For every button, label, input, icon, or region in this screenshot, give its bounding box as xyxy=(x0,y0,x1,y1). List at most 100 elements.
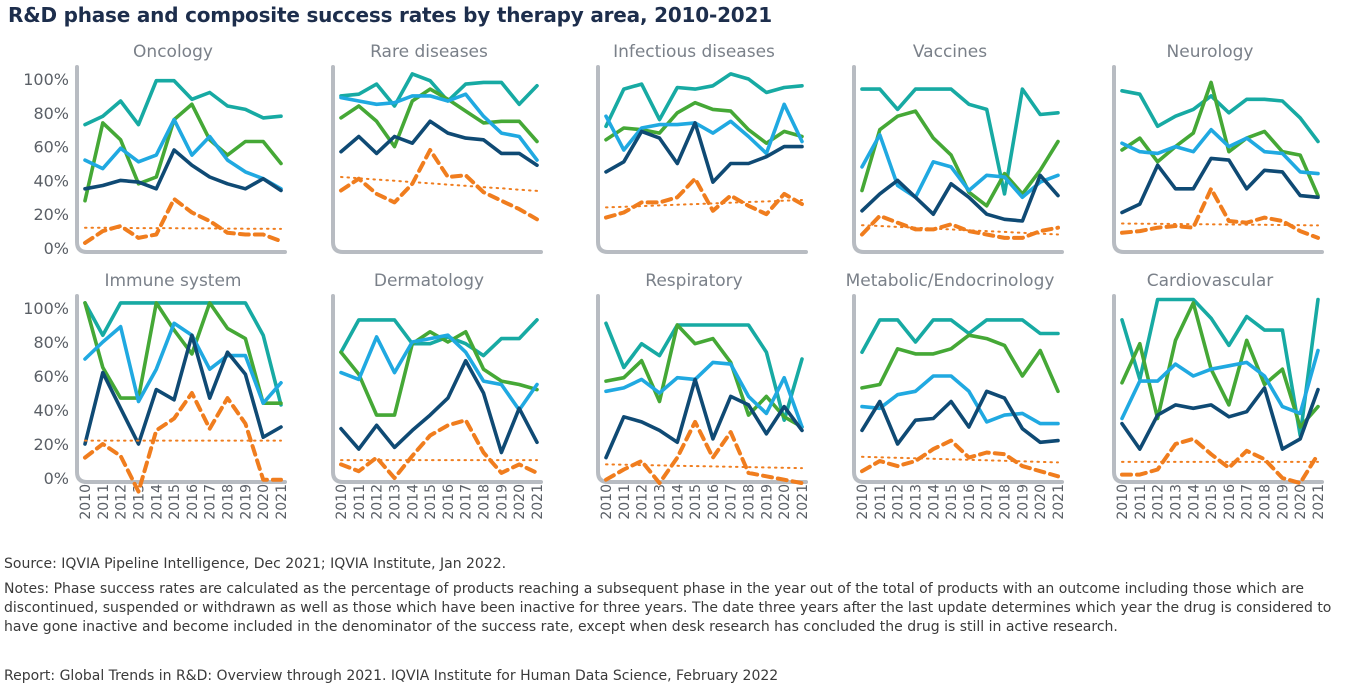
series-line-composite xyxy=(339,418,539,480)
series-line-phase_c xyxy=(83,117,283,191)
series-line-composite xyxy=(83,391,283,494)
series-line-phase_a xyxy=(1120,89,1320,144)
x-tick-label: 2013 xyxy=(131,484,147,520)
series-line-phase_b xyxy=(860,109,1060,208)
series-line-phase_a xyxy=(339,318,539,358)
x-tick-label: 2014 xyxy=(670,484,686,520)
x-tick-label: 2013 xyxy=(1168,484,1184,520)
series-line-phase_d xyxy=(1120,156,1320,215)
series-line-composite xyxy=(83,197,283,245)
x-tick-label: 2014 xyxy=(149,484,165,520)
x-tick-label: 2019 xyxy=(238,484,254,520)
x-tick-label: 2019 xyxy=(1275,484,1291,520)
series-line-trend xyxy=(605,463,803,470)
x-tick-label: 2017 xyxy=(980,484,996,520)
series-line-phase_a xyxy=(604,321,804,423)
chart-title: R&D phase and composite success rates by… xyxy=(8,3,772,27)
panel-title: Cardiovascular xyxy=(1147,271,1273,291)
series-line-composite xyxy=(604,419,804,486)
series-line-phase_d xyxy=(339,119,539,167)
series-line-phase_d xyxy=(860,173,1060,223)
panel-title: Infectious diseases xyxy=(613,42,775,62)
x-tick-label: 2011 xyxy=(873,484,889,520)
panel-title: Oncology xyxy=(133,42,213,62)
y-tick-label: 0% xyxy=(44,239,69,258)
series-line-phase_c xyxy=(604,102,804,156)
series-line-phase_a xyxy=(83,301,283,407)
series-line-trend xyxy=(861,224,1059,236)
series-line-trend xyxy=(84,226,282,230)
series-line-phase_d xyxy=(83,333,283,446)
panel-title: Respiratory xyxy=(645,271,742,291)
x-tick-label: 2017 xyxy=(203,484,219,520)
panel-title: Metabolic/Endocrinology xyxy=(846,271,1055,291)
x-tick-label: 2012 xyxy=(370,484,386,520)
x-tick-label: 2017 xyxy=(459,484,475,520)
series-line-phase_c xyxy=(860,374,1060,426)
series-line-phase_c xyxy=(339,92,539,162)
x-tick-label: 2015 xyxy=(167,484,183,520)
axis-line xyxy=(596,65,808,254)
series-line-phase_a xyxy=(860,318,1060,355)
x-tick-label: 2018 xyxy=(1258,484,1274,520)
series-line-composite xyxy=(860,213,1060,240)
panel-title: Vaccines xyxy=(913,42,987,62)
x-tick-label: 2021 xyxy=(1051,484,1067,520)
series-line-phase_b xyxy=(1120,80,1320,198)
series-line-phase_b xyxy=(860,333,1060,394)
series-line-phase_b xyxy=(339,87,539,149)
series-line-composite xyxy=(860,438,1060,479)
series-line-phase_d xyxy=(860,389,1060,446)
panel-title: Rare diseases xyxy=(370,42,488,62)
x-tick-label: 2016 xyxy=(185,484,201,520)
x-tick-label: 2013 xyxy=(387,484,403,520)
y-tick-label: 40% xyxy=(33,401,69,420)
y-tick-label: 80% xyxy=(33,104,69,123)
x-tick-label: 2021 xyxy=(274,484,290,520)
x-tick-label: 2021 xyxy=(530,484,546,520)
x-tick-label: 2010 xyxy=(78,484,94,520)
axis-line xyxy=(1112,294,1324,484)
series-line-phase_d xyxy=(604,377,804,460)
axis-line xyxy=(852,294,1064,484)
series-line-phase_c xyxy=(604,360,804,429)
x-tick-label: 2016 xyxy=(962,484,978,520)
series-line-phase_c xyxy=(1120,127,1320,176)
series-line-phase_d xyxy=(604,121,804,184)
series-line-phase_d xyxy=(83,148,283,193)
series-line-phase_c xyxy=(339,333,539,412)
x-tick-label: 2012 xyxy=(891,484,907,520)
x-tick-label: 2020 xyxy=(256,484,272,520)
x-tick-label: 2019 xyxy=(1015,484,1031,520)
panel-oncology: Oncology 0% 20% 40% 60% 80% 100% xyxy=(23,42,287,258)
x-tick-label: 2016 xyxy=(706,484,722,520)
series-line-phase_c xyxy=(83,321,283,406)
x-tick-label: 2019 xyxy=(759,484,775,520)
series-line-phase_b xyxy=(604,323,804,429)
axis-line xyxy=(75,65,287,254)
x-tick-label: 2014 xyxy=(1186,484,1202,520)
series-line-phase_b xyxy=(83,301,283,406)
series-line-trend xyxy=(605,199,803,209)
series-line-phase_a xyxy=(1120,297,1320,438)
x-tick-label: 2011 xyxy=(96,484,112,520)
x-tick-label: 2010 xyxy=(599,484,615,520)
axis-line xyxy=(331,294,543,484)
x-tick-label: 2020 xyxy=(1293,484,1309,520)
x-tick-label: 2020 xyxy=(1033,484,1049,520)
panel-vaccines: Vaccines xyxy=(852,42,1064,254)
series-line-composite xyxy=(339,148,539,222)
x-tick-label: 2015 xyxy=(944,484,960,520)
x-tick-label: 2010 xyxy=(855,484,871,520)
y-tick-label: 80% xyxy=(33,333,69,352)
small-multiples-chart: Oncology 0% 20% 40% 60% 80% 100% Rare diseases I… xyxy=(23,42,1327,520)
x-tick-label: 2012 xyxy=(114,484,130,520)
y-tick-label: 20% xyxy=(33,205,69,224)
panel-title: Immune system xyxy=(104,271,241,291)
y-tick-label: 20% xyxy=(33,435,69,454)
